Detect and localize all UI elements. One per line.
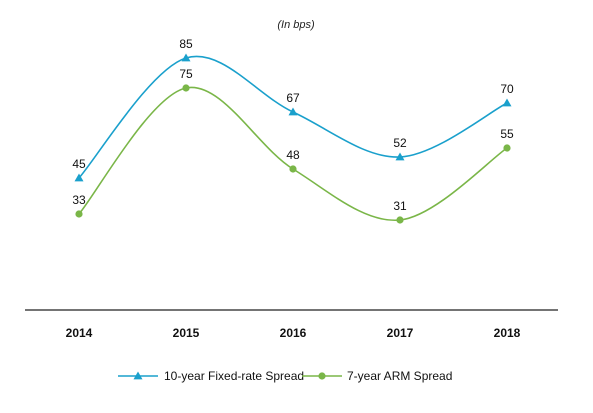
- series-1-label-2015: 85: [179, 37, 193, 51]
- series-1-point-2015: [181, 53, 191, 62]
- legend-marker-circle-icon: [318, 372, 326, 380]
- series-2-point-2016: [289, 165, 297, 173]
- series-2-label-2014: 33: [72, 193, 86, 207]
- x-tick-label-2016: 2016: [280, 326, 307, 340]
- legend-label-2: 7-year ARM Spread: [347, 369, 452, 383]
- series-1-point-2014: [74, 173, 84, 182]
- x-tick-label-2017: 2017: [387, 326, 414, 340]
- series-2-point-2018: [503, 144, 511, 152]
- series-2-label-2016: 48: [286, 148, 300, 162]
- series-1-point-2018: [502, 98, 512, 107]
- series-layer: [74, 53, 512, 224]
- series-1-point-2017: [395, 152, 405, 161]
- series-2-label-2017: 31: [393, 199, 407, 213]
- legend: 10-year Fixed-rate Spread 7-year ARM Spre…: [118, 369, 452, 383]
- data-labels-layer: 45 85 67 52 70 33 75 48 31 55: [72, 37, 514, 213]
- chart-subtitle: (In bps): [277, 19, 315, 31]
- series-2-point-2014: [75, 210, 83, 218]
- x-tick-label-2015: 2015: [173, 326, 200, 340]
- legend-label-1: 10-year Fixed-rate Spread: [164, 369, 304, 383]
- series-line-2: [78, 86, 508, 221]
- series-2-point-2017: [396, 216, 404, 224]
- legend-marker-triangle-icon: [133, 371, 143, 380]
- series-2-label-2015: 75: [179, 67, 193, 81]
- series-1-point-2016: [288, 107, 298, 116]
- series-2-point-2015: [182, 84, 190, 92]
- series-1-label-2017: 52: [393, 136, 407, 150]
- series-1-label-2016: 67: [286, 91, 300, 105]
- series-1: [74, 53, 512, 182]
- axis-layer: 2014 2015 2016 2017 2018: [25, 309, 558, 340]
- x-tick-label-2018: 2018: [494, 326, 521, 340]
- series-1-label-2018: 70: [500, 82, 514, 96]
- series-2: [75, 84, 511, 224]
- legend-item-1: 10-year Fixed-rate Spread: [118, 369, 304, 383]
- series-1-label-2014: 45: [72, 157, 86, 171]
- legend-item-2: 7-year ARM Spread: [302, 369, 452, 383]
- series-2-label-2018: 55: [500, 127, 514, 141]
- x-tick-label-2014: 2014: [66, 326, 93, 340]
